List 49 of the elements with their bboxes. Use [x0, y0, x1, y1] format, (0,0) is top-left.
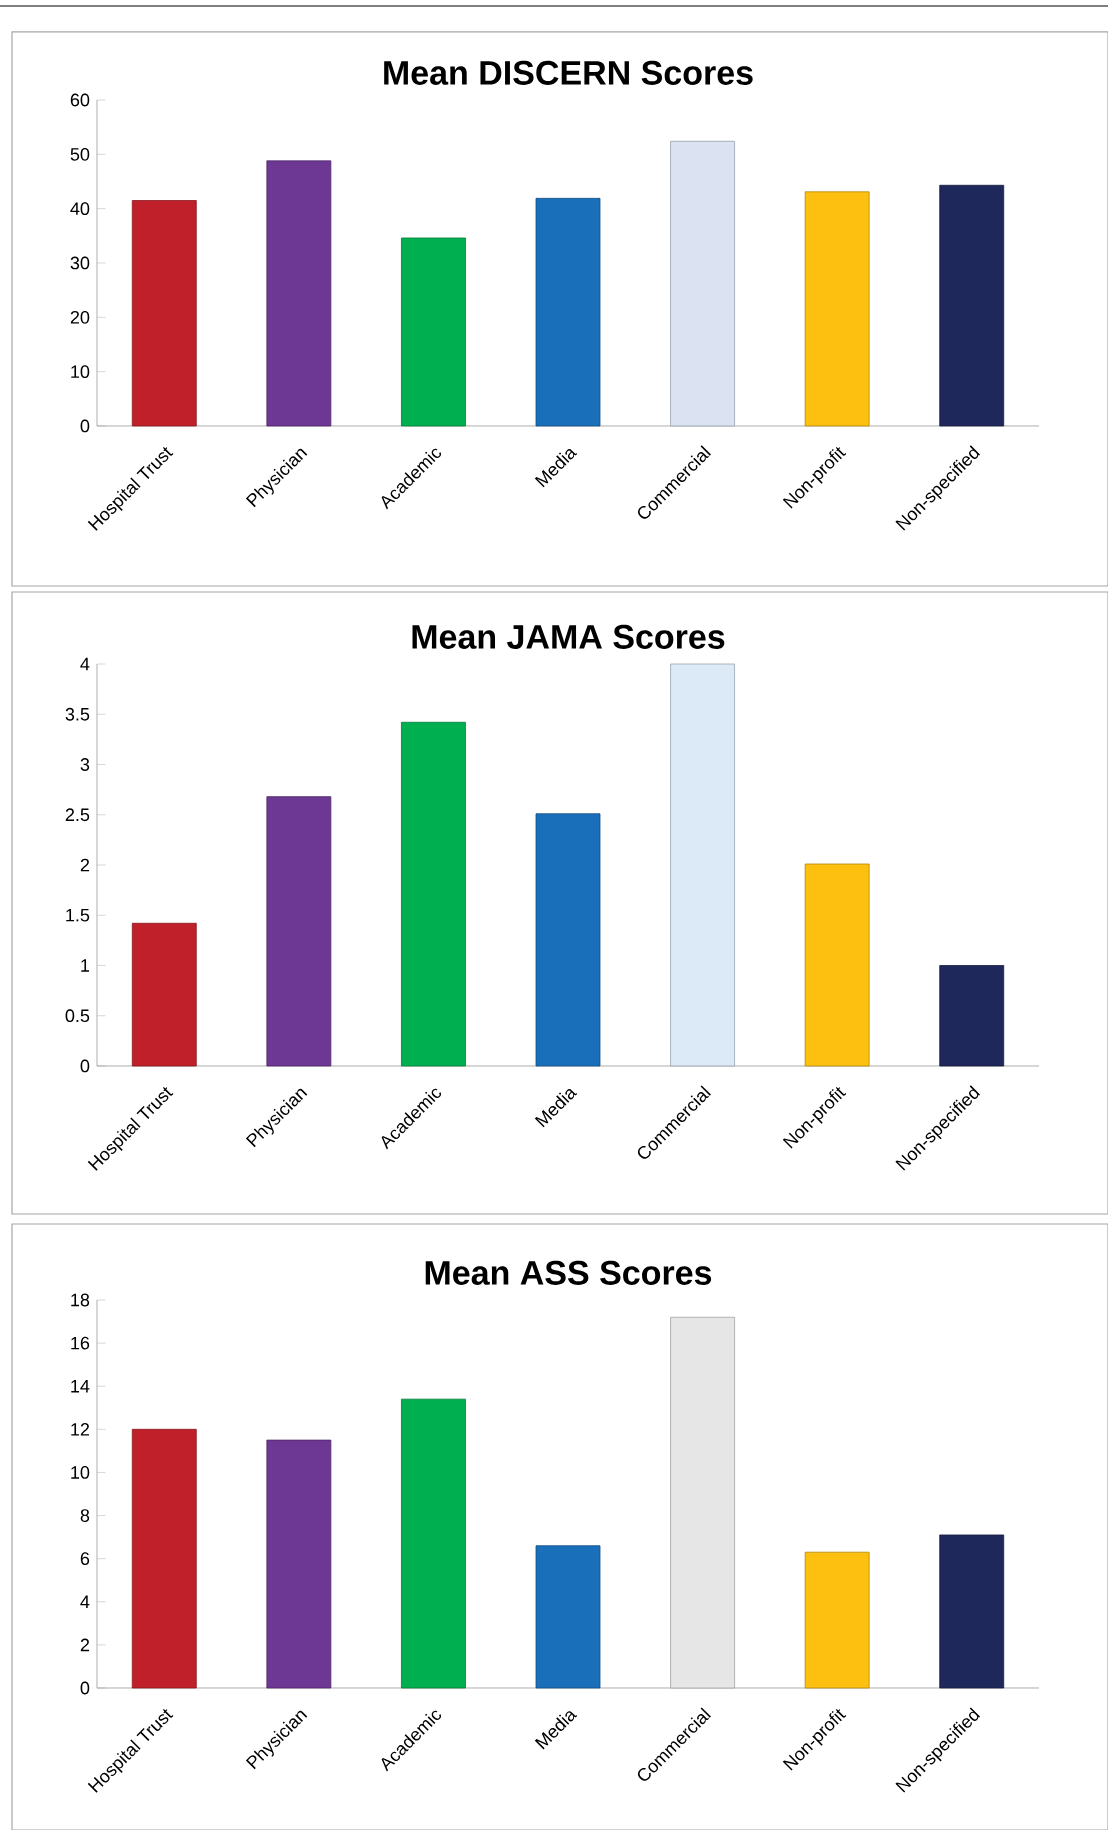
y-tick-label: 4 — [80, 657, 90, 671]
y-tick-label: 10 — [71, 1466, 90, 1479]
chart-title: Mean JAMA Scores — [412, 624, 725, 649]
chart-title: Mean ASS Scores — [425, 1260, 712, 1285]
y-tick-label: 0 — [80, 1681, 90, 1695]
bar — [670, 663, 735, 1067]
y-tick-label: 1.5 — [66, 908, 90, 922]
y-tick-label: 1 — [81, 959, 90, 972]
y-tick-label: 8 — [80, 1509, 90, 1522]
y-tick-label: 50 — [70, 147, 90, 161]
bar — [401, 1398, 466, 1689]
bar — [804, 191, 870, 427]
bar — [266, 160, 332, 427]
y-tick-label: 2 — [80, 858, 90, 872]
bar — [804, 1551, 870, 1689]
y-tick-label: 2.5 — [65, 808, 90, 822]
bar — [401, 721, 466, 1067]
y-tick-label: 18 — [71, 1293, 90, 1307]
y-tick-label: 14 — [71, 1380, 90, 1393]
bar — [670, 140, 735, 427]
chart-title: Mean DISCERN Scores — [384, 60, 753, 85]
y-tick-label: 20 — [70, 310, 90, 324]
bar — [939, 965, 1005, 1067]
y-tick-label: 0 — [80, 419, 90, 433]
bar — [535, 813, 601, 1067]
bar — [804, 863, 870, 1067]
bar — [131, 200, 197, 427]
y-tick-label: 0.5 — [65, 1009, 90, 1023]
y-tick-label: 3 — [80, 758, 90, 771]
y-tick-label: 4 — [80, 1595, 90, 1608]
y-tick-label: 0 — [80, 1059, 90, 1073]
y-tick-label: 30 — [70, 256, 90, 270]
bar — [939, 184, 1005, 427]
y-tick-label: 16 — [71, 1336, 90, 1350]
y-tick-label: 6 — [80, 1552, 90, 1566]
bar — [939, 1534, 1005, 1689]
bar — [266, 796, 332, 1067]
bar — [535, 1545, 601, 1689]
y-tick-label: 12 — [71, 1423, 90, 1436]
bar — [131, 1428, 197, 1689]
y-tick-label: 10 — [71, 365, 90, 379]
bar — [266, 1439, 332, 1689]
bar — [401, 237, 466, 427]
y-tick-label: 60 — [70, 93, 90, 107]
y-tick-label: 3.5 — [65, 707, 90, 721]
bar — [535, 197, 601, 427]
y-tick-label: 2 — [80, 1638, 90, 1652]
bar — [131, 922, 197, 1067]
y-tick-label: 40 — [70, 202, 90, 216]
